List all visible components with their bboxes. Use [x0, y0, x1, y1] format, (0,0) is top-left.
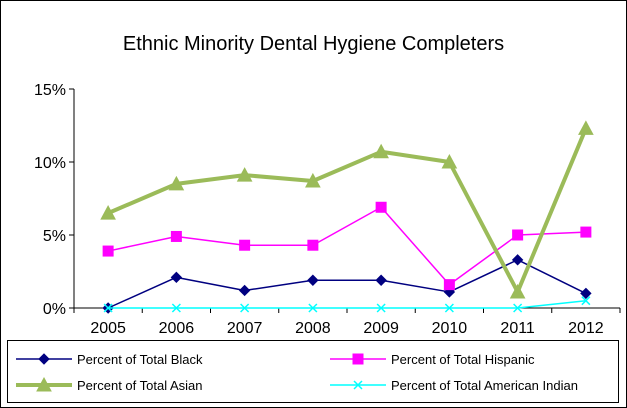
data-point: [580, 287, 592, 300]
series-line: [107, 206, 586, 286]
data-point: [375, 274, 387, 286]
legend-label: Percent of Total Black: [77, 351, 203, 367]
chart-title: Ethnic Minority Dental Hygiene Completer…: [122, 33, 505, 55]
series-triangle: [100, 120, 594, 299]
data-point: [511, 254, 524, 266]
axes: 0% 5% 10% 15% 2005 2006 2007 2008 2009 2010 2011 20…: [34, 82, 621, 337]
data-point: [376, 303, 386, 313]
data-point: [171, 303, 181, 313]
data-point: [100, 205, 116, 220]
x-tick-label: 2005: [90, 320, 126, 337]
legend-marker: [353, 380, 363, 390]
x-tick-label: 2007: [227, 320, 263, 337]
data-point: [240, 303, 250, 313]
series-line: [107, 127, 588, 294]
data-point: [444, 303, 454, 313]
data-point: [307, 239, 319, 251]
data-point: [103, 303, 113, 313]
series-layer: [100, 120, 594, 314]
legend-item: Percent of Total Hispanic: [328, 349, 535, 369]
legend-label: Percent of Total Hispanic: [391, 351, 535, 367]
data-point: [238, 284, 251, 297]
legend-label: Percent of Total Asian: [77, 377, 203, 393]
data-point: [580, 226, 592, 238]
data-point: [375, 201, 387, 213]
series-diamond: [102, 254, 592, 314]
legend-item: Percent of Total Black: [14, 349, 203, 369]
y-tick-label: 5%: [43, 228, 66, 245]
data-point: [509, 283, 526, 299]
data-point: [305, 172, 321, 188]
data-point: [236, 167, 253, 182]
legend-label: Percent of Total American Indian: [391, 377, 578, 393]
x-tick-label: 2008: [295, 320, 331, 337]
legend-swatch: [330, 353, 386, 365]
series-line: [108, 299, 586, 309]
legend-item: Percent of Total American Indian: [328, 375, 578, 395]
data-point: [441, 153, 458, 169]
legend-marker: [352, 353, 364, 365]
data-point: [170, 230, 182, 242]
series-square: [102, 201, 592, 291]
legend-marker: [36, 376, 52, 392]
data-point: [239, 239, 251, 251]
legend-item: Percent of Total Asian: [14, 375, 203, 395]
data-point: [307, 274, 319, 286]
y-tick-label: 0%: [43, 301, 66, 318]
x-tick-label: 2009: [363, 320, 399, 337]
legend-marker: [38, 353, 50, 365]
x-tick-label: 2011: [500, 320, 535, 337]
x-tick-label: 2010: [432, 320, 468, 337]
series-x: [103, 296, 591, 313]
data-point: [581, 296, 591, 306]
data-point: [373, 143, 389, 159]
data-point: [170, 271, 183, 284]
data-point: [513, 303, 523, 313]
data-point: [102, 245, 114, 257]
legend-swatch: [16, 353, 72, 365]
y-tick-label: 15%: [34, 82, 66, 99]
data-point: [512, 229, 524, 241]
data-point: [308, 303, 318, 313]
data-point: [168, 175, 185, 191]
legend-swatch: [330, 380, 386, 390]
data-point: [443, 279, 455, 291]
x-tick-label: 2006: [159, 320, 195, 337]
y-tick-label: 10%: [34, 155, 66, 172]
data-point: [578, 120, 594, 135]
series-line: [107, 259, 587, 309]
legend-swatch: [16, 376, 72, 392]
legend: Percent of Total Black Percent of Total H…: [7, 340, 619, 403]
x-tick-label: 2012: [568, 320, 604, 337]
